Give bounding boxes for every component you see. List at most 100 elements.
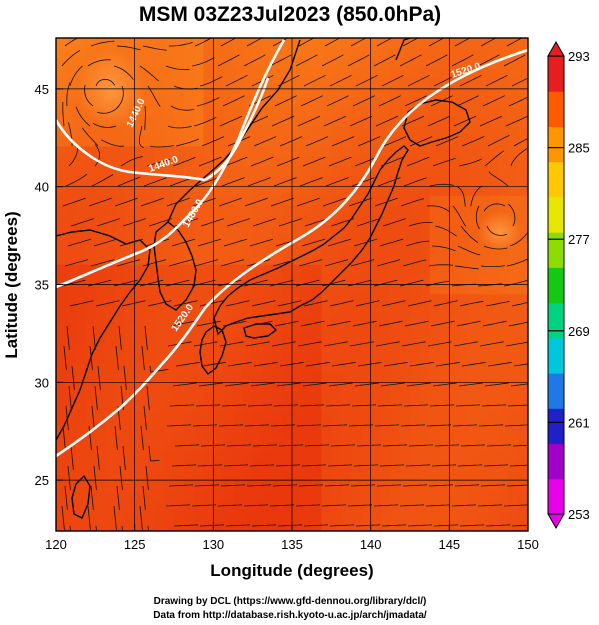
heat-cell (252, 432, 264, 443)
heat-cell (134, 402, 146, 414)
streamline (195, 177, 219, 187)
heat-cell (410, 235, 421, 246)
heat-cell (85, 304, 96, 315)
heat-cell (439, 432, 450, 443)
heat-cell (154, 57, 165, 69)
heat-cell (183, 294, 195, 305)
heat-cell (242, 461, 254, 473)
heat-cell (429, 353, 441, 364)
heat-cell (449, 491, 460, 503)
heat-cell (282, 47, 293, 59)
heat-cell (321, 383, 332, 394)
streamline (123, 365, 127, 390)
heat-cell (488, 47, 500, 59)
heat-cell (449, 116, 460, 128)
heat-cell (321, 294, 332, 305)
heat-cell (223, 245, 234, 256)
heat-cell (144, 392, 155, 404)
heat-cell (370, 225, 382, 236)
heat-cell (213, 195, 224, 207)
heat-cell (360, 442, 372, 453)
heat-cell (95, 185, 106, 197)
heat-cell (400, 47, 411, 59)
heat-cell (508, 126, 519, 138)
heat-cell (419, 264, 431, 276)
colorbar-segment (548, 126, 564, 163)
heat-cell (419, 383, 431, 394)
heat-cell (282, 392, 293, 404)
heat-cell (252, 126, 264, 138)
streamline (175, 138, 200, 147)
heat-cell (183, 402, 195, 414)
heat-cell (469, 333, 480, 345)
streamline (139, 505, 143, 530)
heat-cell (75, 392, 87, 404)
heat-cell (419, 314, 431, 325)
heat-cell (193, 107, 205, 118)
heat-cell (469, 323, 480, 335)
heat-cell (360, 491, 372, 503)
streamline (482, 95, 505, 107)
streamline (295, 504, 321, 507)
heat-cell (262, 57, 273, 69)
heat-cell (459, 314, 470, 325)
heat-cell (223, 284, 234, 295)
heat-cell (262, 146, 273, 157)
streamline (352, 320, 377, 327)
heat-cell (203, 87, 214, 98)
heat-cell (498, 402, 509, 414)
heat-cell (75, 57, 87, 69)
heat-cell (272, 87, 283, 98)
heat-cell (380, 57, 391, 69)
heat-cell (203, 77, 214, 88)
heat-cell (124, 521, 136, 531)
heat-cell (252, 511, 264, 522)
streamline (191, 504, 217, 507)
heat-cell (400, 392, 411, 404)
heat-cell (449, 481, 460, 493)
heat-cell (488, 363, 500, 374)
heat-cell (56, 461, 67, 473)
heat-cell (301, 333, 313, 345)
heat-cell (85, 156, 96, 167)
heat-cell (341, 205, 352, 217)
heat-cell (410, 383, 421, 394)
heat-cell (410, 254, 421, 266)
heat-cell (154, 333, 165, 345)
heat-cell (213, 481, 224, 493)
heat-cell (360, 481, 372, 493)
heat-cell (390, 363, 401, 374)
heat-cell (193, 491, 205, 503)
heat-cell (115, 126, 126, 138)
heat-cell (400, 432, 411, 443)
colorbar-segment (548, 196, 564, 233)
heat-cell (410, 452, 421, 463)
heat-cell (449, 126, 460, 138)
heat-cell (85, 323, 96, 335)
heat-cell (174, 402, 185, 414)
streamline (144, 105, 146, 131)
heat-cell (459, 136, 470, 148)
heat-cell (449, 136, 460, 148)
heat-cell (56, 264, 67, 276)
heat-cell (459, 402, 470, 414)
heat-cell (498, 452, 509, 463)
heat-cell (134, 195, 146, 207)
heat-cell (390, 254, 401, 266)
streamline (347, 54, 370, 67)
heat-cell (56, 136, 67, 148)
streamline (279, 136, 303, 147)
streamline (199, 76, 223, 87)
heat-cell (311, 442, 323, 453)
heat-cell (508, 67, 519, 79)
heat-cell (95, 294, 106, 305)
heat-cell (95, 304, 106, 315)
heat-cell (419, 274, 431, 286)
streamline (356, 444, 382, 447)
heat-cell (488, 126, 500, 138)
heat-cell (478, 294, 490, 305)
heat-cell (292, 38, 303, 49)
heat-cell (203, 146, 214, 157)
heat-cell (351, 392, 362, 404)
streamline (277, 74, 300, 87)
